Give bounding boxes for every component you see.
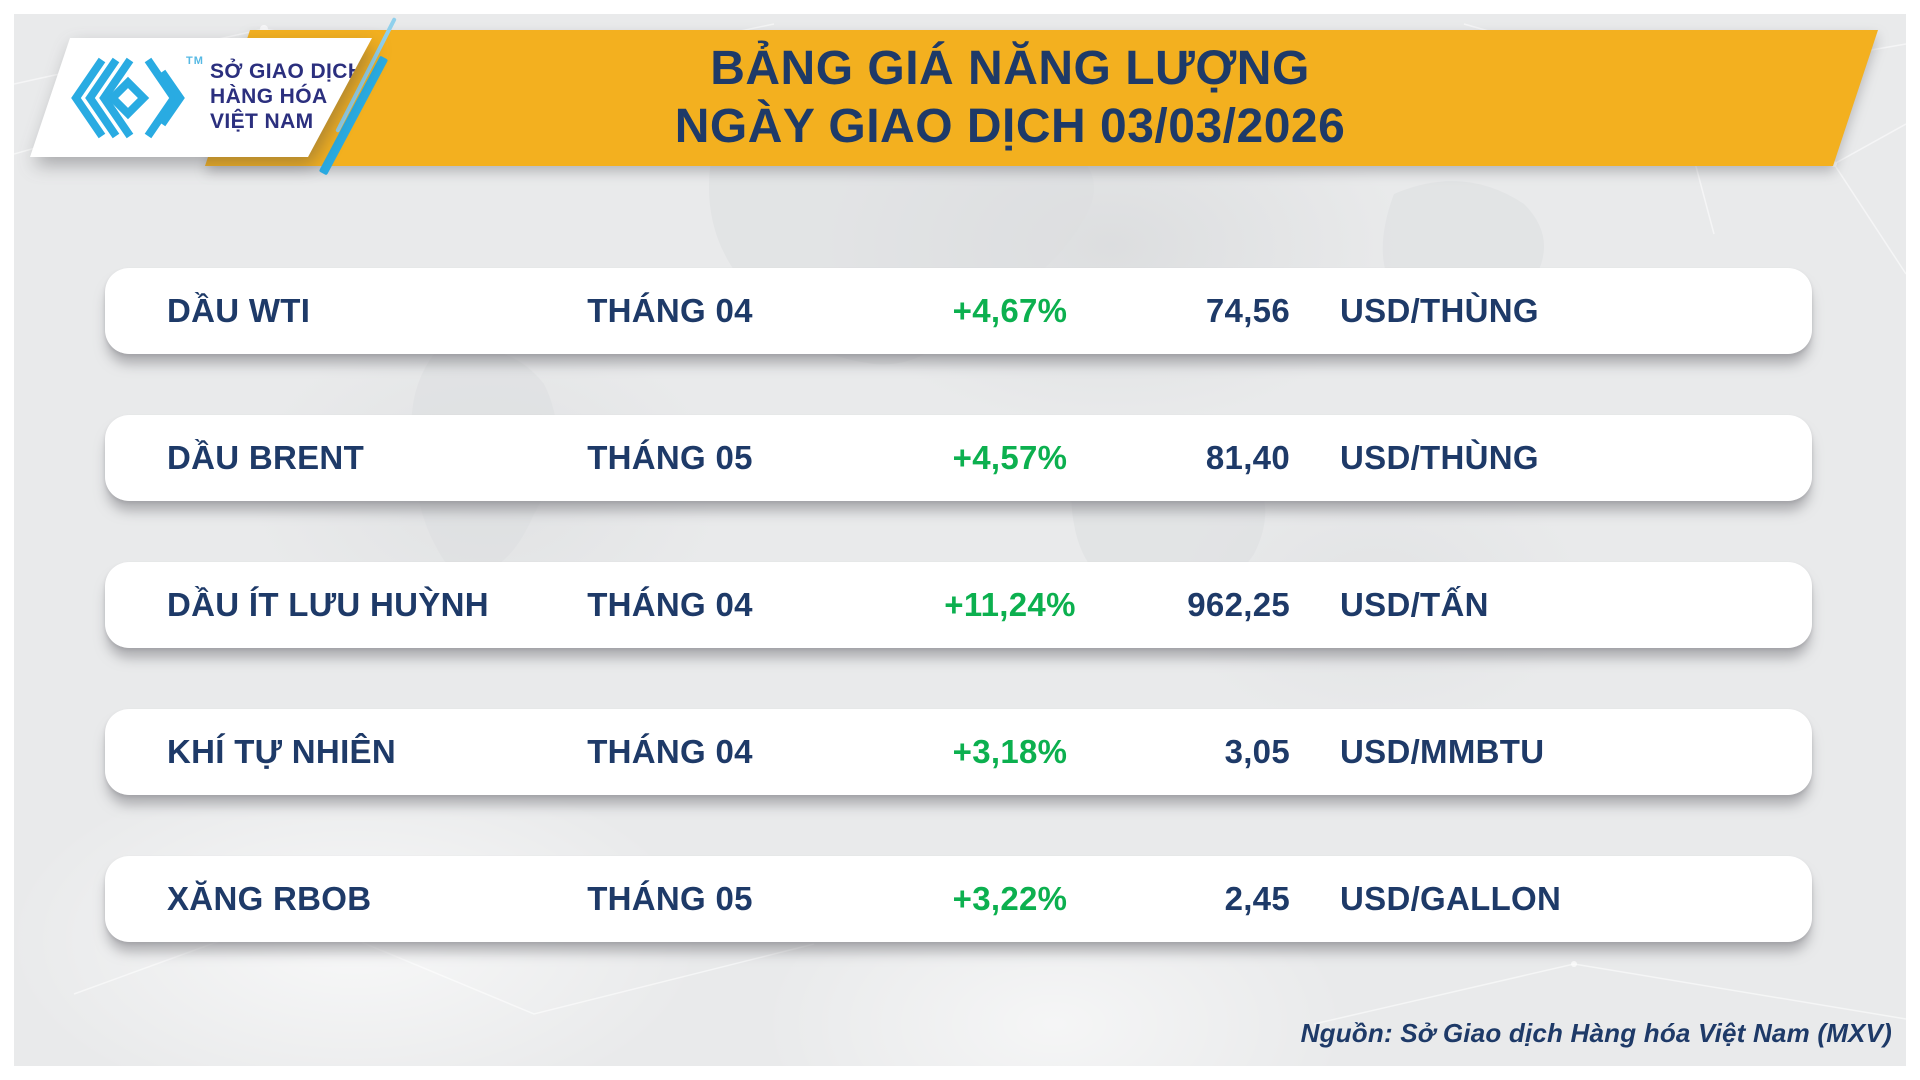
- price-unit: USD/GALLON: [1340, 880, 1562, 917]
- mxv-logo-icon: [71, 57, 185, 139]
- source-note: Nguồn: Sở Giao dịch Hàng hóa Việt Nam (M…: [1300, 1018, 1892, 1048]
- price-unit: USD/TẤN: [1340, 586, 1489, 623]
- contract-month: THÁNG 05: [587, 880, 753, 917]
- contract-month: THÁNG 04: [587, 733, 753, 770]
- price-value: 74,56: [1205, 292, 1290, 329]
- table-row: XĂNG RBOB THÁNG 05 +3,22% 2,45 USD/GALLO…: [105, 856, 1812, 942]
- commodity-name: DẦU BRENT: [167, 439, 365, 476]
- table-row: KHÍ TỰ NHIÊN THÁNG 04 +3,18% 3,05 USD/MM…: [105, 709, 1812, 795]
- price-value: 962,25: [1187, 586, 1290, 623]
- trading-date-line: NGÀY GIAO DỊCH 03/03/2026: [674, 100, 1346, 153]
- change-percent: +11,24%: [944, 586, 1076, 623]
- commodity-name: KHÍ TỰ NHIÊN: [167, 733, 396, 770]
- table-row: DẦU ÍT LƯU HUỲNH THÁNG 04 +11,24% 962,25…: [105, 562, 1812, 648]
- brand-name-line1: SỞ GIAO DỊCH: [210, 60, 364, 83]
- commodity-name: DẦU WTI: [167, 292, 311, 329]
- trademark-label: TM: [186, 55, 204, 67]
- price-value: 81,40: [1205, 439, 1290, 476]
- contract-month: THÁNG 04: [587, 586, 753, 623]
- change-percent: +3,18%: [952, 733, 1068, 770]
- change-percent: +3,22%: [952, 880, 1068, 917]
- change-percent: +4,67%: [952, 292, 1068, 329]
- price-unit: USD/THÙNG: [1340, 292, 1539, 329]
- commodity-name: XĂNG RBOB: [167, 880, 372, 917]
- change-percent: +4,57%: [952, 439, 1068, 476]
- brand-name-line2: HÀNG HÓA: [210, 85, 328, 108]
- price-unit: USD/THÙNG: [1340, 439, 1539, 476]
- contract-month: THÁNG 05: [587, 439, 753, 476]
- brand-name: SỞ GIAO DỊCH HÀNG HÓA VIỆT NAM: [210, 59, 363, 134]
- continent-shapes-decoration: [411, 121, 1544, 606]
- page-title-line1: BẢNG GIÁ NĂNG LƯỢNG: [710, 42, 1310, 95]
- price-unit: USD/MMBTU: [1340, 733, 1545, 770]
- brand-plate: TM SỞ GIAO DỊCH HÀNG HÓA VIỆT NAM: [30, 38, 372, 157]
- price-value: 3,05: [1224, 733, 1290, 770]
- table-row: DẦU BRENT THÁNG 05 +4,57% 81,40 USD/THÙN…: [105, 415, 1812, 501]
- brand-plate-shape: TM SỞ GIAO DỊCH HÀNG HÓA VIỆT NAM: [30, 38, 372, 157]
- contract-month: THÁNG 04: [587, 292, 753, 329]
- commodity-name: DẦU ÍT LƯU HUỲNH: [167, 586, 489, 623]
- price-value: 2,45: [1224, 880, 1290, 917]
- table-row: DẦU WTI THÁNG 04 +4,67% 74,56 USD/THÙNG: [105, 268, 1812, 354]
- page-title: BẢNG GIÁ NĂNG LƯỢNG NGÀY GIAO DỊCH 03/03…: [400, 40, 1620, 156]
- brand-name-line3: VIỆT NAM: [210, 110, 314, 133]
